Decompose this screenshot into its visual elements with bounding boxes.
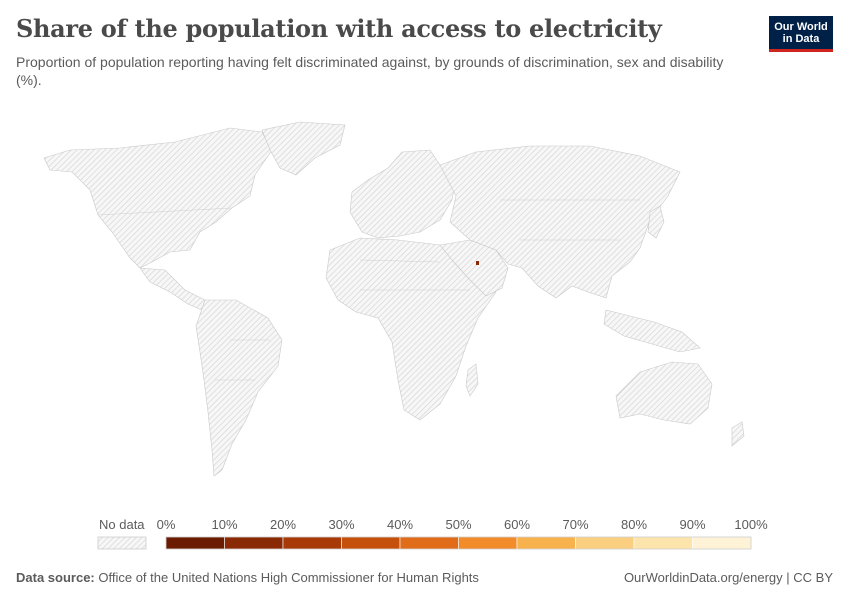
region-southeast-asia[interactable] xyxy=(603,309,701,353)
region-new-zealand[interactable] xyxy=(731,421,745,447)
footer-source: Data source: Office of the United Nation… xyxy=(16,570,479,585)
legend-tick-label: 90% xyxy=(679,517,706,532)
region-south-america[interactable] xyxy=(195,299,283,477)
legend-tick-label: 60% xyxy=(503,517,531,532)
legend-tick-label: 20% xyxy=(269,517,297,532)
legend-bin[interactable] xyxy=(633,536,693,550)
region-madagascar[interactable] xyxy=(465,363,479,397)
footer-credit[interactable]: OurWorldinData.org/energy | CC BY xyxy=(623,570,833,585)
chart-title: Share of the population with access to e… xyxy=(16,14,662,43)
legend-color-bins xyxy=(165,536,752,550)
legend-bin[interactable] xyxy=(692,536,752,550)
data-region-marker[interactable] xyxy=(476,261,479,265)
region-north-america[interactable] xyxy=(43,127,273,269)
legend-no-data-label: No data xyxy=(99,517,145,532)
legend-bin[interactable] xyxy=(341,536,401,550)
legend-bin[interactable] xyxy=(165,536,225,550)
legend-no-data-swatch xyxy=(97,536,147,550)
legend-bin[interactable] xyxy=(399,536,459,550)
region-central-america[interactable] xyxy=(139,267,206,311)
legend-bin[interactable] xyxy=(282,536,342,550)
legend-bin[interactable] xyxy=(575,536,635,550)
legend-tick-label: 70% xyxy=(562,517,589,532)
region-australia[interactable] xyxy=(615,361,713,425)
logo-line-1: Our World xyxy=(774,21,828,33)
legend-tick-label: 30% xyxy=(328,517,355,532)
chart-subtitle: Proportion of population reporting havin… xyxy=(16,54,724,88)
logo-line-2: in Data xyxy=(782,33,820,45)
legend-tick-label: 0% xyxy=(156,517,176,532)
legend-outline xyxy=(165,536,752,550)
legend-bin[interactable] xyxy=(516,536,576,550)
region-greenland[interactable] xyxy=(261,121,346,176)
source-text[interactable]: Office of the United Nations High Commis… xyxy=(98,570,479,585)
region-asia[interactable] xyxy=(439,145,681,299)
source-label: Data source: xyxy=(16,570,95,585)
legend-tick-label: 50% xyxy=(445,517,472,532)
owid-logo[interactable]: Our World in Data xyxy=(769,16,833,52)
legend-bin[interactable] xyxy=(224,536,284,550)
legend-tick-label: 100% xyxy=(734,517,768,532)
legend-tick-label: 40% xyxy=(386,517,414,532)
legend-tick-label: 80% xyxy=(620,517,648,532)
legend-tick-label: 10% xyxy=(211,517,238,532)
region-japan[interactable] xyxy=(647,205,665,239)
legend-bin[interactable] xyxy=(458,536,518,550)
region-europe[interactable] xyxy=(349,149,457,239)
